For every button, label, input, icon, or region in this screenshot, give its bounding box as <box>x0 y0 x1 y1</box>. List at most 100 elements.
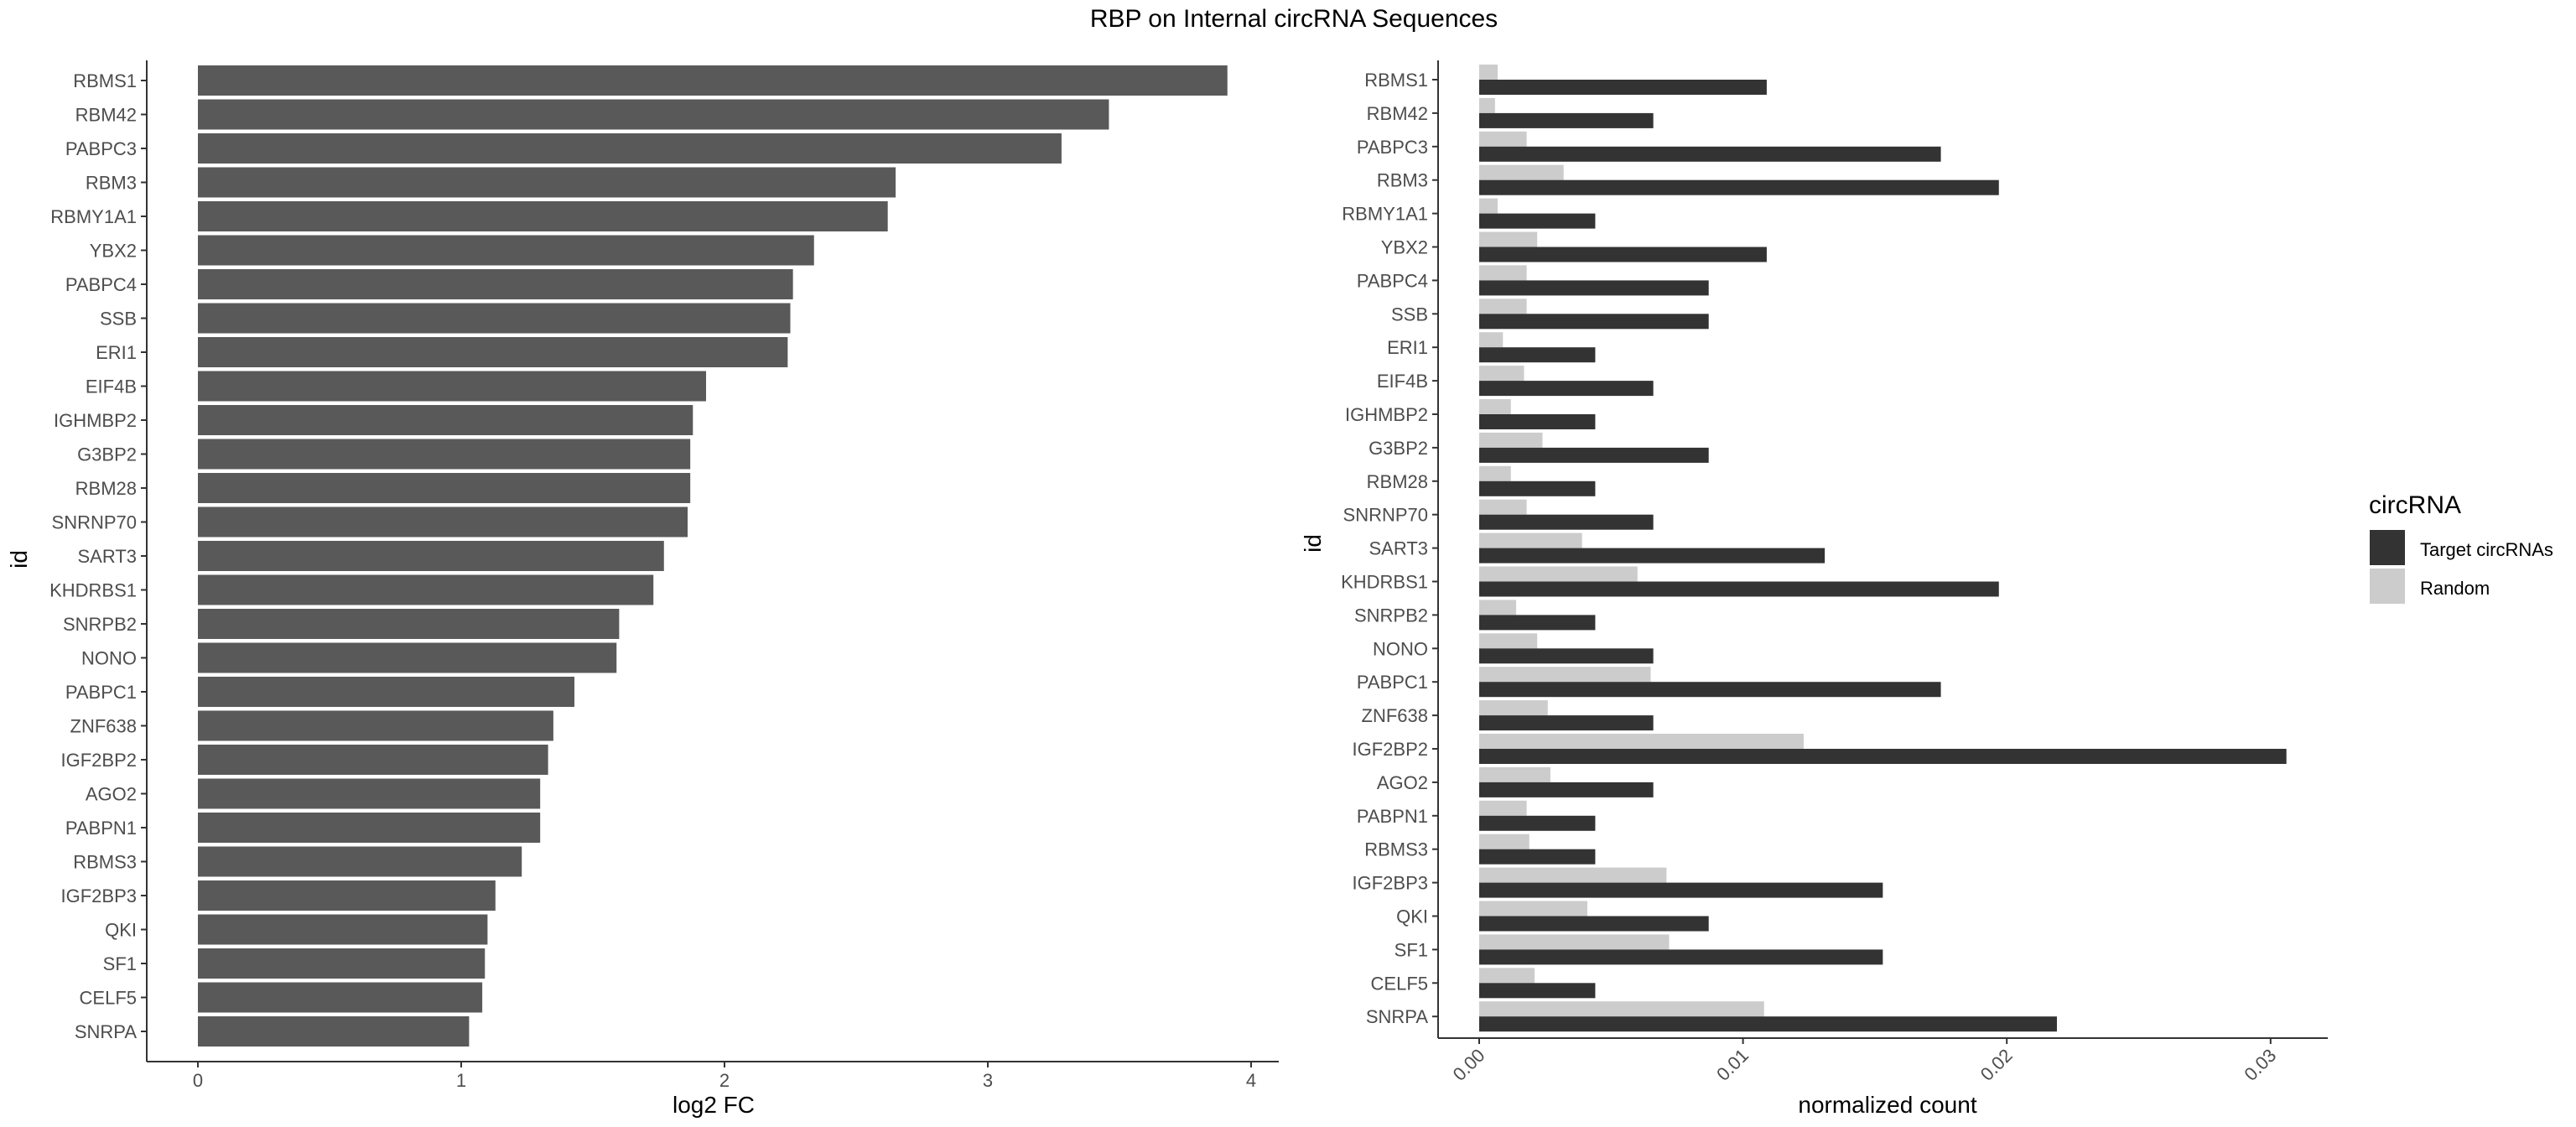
bar-target-ssb <box>1479 314 1709 330</box>
y-label-pabpc1: PABPC1 <box>65 682 137 703</box>
y-label-snrnp70: SNRNP70 <box>52 512 137 533</box>
bar-ybx2 <box>198 235 814 266</box>
bar-pabpn1 <box>198 813 541 843</box>
right-x-axis-title: normalized count <box>1798 1092 1976 1118</box>
bar-target-igf2bp3 <box>1479 882 1883 898</box>
bar-target-eif4b <box>1479 381 1654 397</box>
legend: circRNA Target circRNAs Random <box>2369 491 2553 604</box>
y-label-pabpc3: PABPC3 <box>65 138 137 159</box>
x-tick-label-2: 2 <box>719 1070 730 1091</box>
bar-random-ssb <box>1479 299 1527 314</box>
bar-random-sart3 <box>1479 532 1582 548</box>
y-label-snrpb2: SNRPB2 <box>1354 605 1428 626</box>
bar-target-rbm3 <box>1479 179 1999 195</box>
y-label-g3bp2: G3BP2 <box>77 444 137 465</box>
bar-target-rbm42 <box>1479 112 1654 128</box>
bar-target-khdrbs1 <box>1479 581 1999 597</box>
bar-random-rbmy1a1 <box>1479 198 1498 214</box>
y-label-rbmy1a1: RBMY1A1 <box>50 206 137 227</box>
y-label-igf2bp2: IGF2BP2 <box>1353 739 1428 760</box>
bar-random-igf2bp2 <box>1479 734 1804 749</box>
bar-ago2 <box>198 778 541 809</box>
y-label-rbm42: RBM42 <box>75 105 137 126</box>
bar-random-ighmbp2 <box>1479 399 1511 414</box>
bar-target-qki <box>1479 916 1709 932</box>
bar-random-snrpb2 <box>1479 600 1517 615</box>
bar-target-g3bp2 <box>1479 447 1709 463</box>
x-tick-label-4: 4 <box>1246 1070 1256 1091</box>
bar-rbms1 <box>198 65 1228 96</box>
bar-target-eri1 <box>1479 347 1596 363</box>
y-label-ighmbp2: IGHMBP2 <box>54 410 137 431</box>
bar-eri1 <box>198 337 788 367</box>
y-label-znf638: ZNF638 <box>1362 705 1428 726</box>
legend-key-target-circrnas <box>2370 530 2405 565</box>
y-label-snrpb2: SNRPB2 <box>63 614 137 635</box>
bar-rbm28 <box>198 473 691 503</box>
right-y-axis-title: id <box>1300 534 1326 553</box>
y-label-pabpn1: PABPN1 <box>65 818 137 839</box>
bar-target-ighmbp2 <box>1479 414 1596 429</box>
bar-random-qki <box>1479 901 1587 917</box>
y-label-sf1: SF1 <box>103 953 137 974</box>
bar-target-znf638 <box>1479 715 1654 731</box>
bar-target-igf2bp2 <box>1479 749 2287 764</box>
y-label-eri1: ERI1 <box>96 342 137 363</box>
legend-title: circRNA <box>2369 491 2461 519</box>
bar-random-pabpn1 <box>1479 800 1527 816</box>
bar-target-ybx2 <box>1479 247 1767 262</box>
bar-target-rbm28 <box>1479 480 1596 496</box>
y-label-rbms3: RBMS3 <box>1364 839 1428 860</box>
y-label-celf5: CELF5 <box>80 988 137 1009</box>
bar-target-sart3 <box>1479 548 1826 564</box>
y-label-celf5: CELF5 <box>1371 973 1428 994</box>
y-label-eif4b: EIF4B <box>1377 371 1428 392</box>
y-label-ago2: AGO2 <box>1377 772 1428 793</box>
bar-random-snrpa <box>1479 1001 1764 1017</box>
y-label-qki: QKI <box>105 920 137 941</box>
bar-rbm42 <box>198 99 1109 130</box>
bar-target-rbmy1a1 <box>1479 213 1596 229</box>
bar-snrnp70 <box>198 506 688 538</box>
bar-qki <box>198 914 488 945</box>
y-label-khdrbs1: KHDRBS1 <box>49 580 137 601</box>
y-label-igf2bp2: IGF2BP2 <box>61 750 137 771</box>
y-label-rbm28: RBM28 <box>75 478 137 499</box>
y-label-rbms1: RBMS1 <box>73 70 137 91</box>
bar-random-igf2bp3 <box>1479 867 1667 883</box>
bar-random-pabpc1 <box>1479 667 1651 683</box>
bar-random-rbm42 <box>1479 97 1495 113</box>
bar-ighmbp2 <box>198 405 693 435</box>
y-label-sart3: SART3 <box>1368 538 1428 559</box>
y-label-ybx2: YBX2 <box>1381 237 1428 258</box>
bar-target-pabpc4 <box>1479 280 1709 296</box>
y-label-qki: QKI <box>1396 906 1428 927</box>
y-label-rbms1: RBMS1 <box>1364 70 1428 91</box>
bar-g3bp2 <box>198 439 691 470</box>
bar-target-rbms1 <box>1479 80 1767 95</box>
bar-khdrbs1 <box>198 574 654 605</box>
bar-target-rbms3 <box>1479 849 1596 865</box>
bar-rbmy1a1 <box>198 201 888 231</box>
bar-random-rbms3 <box>1479 834 1530 849</box>
bar-random-celf5 <box>1479 968 1535 984</box>
bar-snrpb2 <box>198 609 620 639</box>
y-label-snrpa: SNRPA <box>1366 1006 1428 1027</box>
bar-target-pabpc3 <box>1479 146 1941 162</box>
bar-random-ybx2 <box>1479 231 1538 247</box>
legend-label-target-circrnas: Target circRNAs <box>2420 539 2553 560</box>
y-label-pabpn1: PABPN1 <box>1357 806 1428 827</box>
bar-random-khdrbs1 <box>1479 566 1638 582</box>
bar-rbm3 <box>198 167 896 198</box>
bar-random-rbm28 <box>1479 465 1511 481</box>
y-label-rbm28: RBM28 <box>1367 471 1428 492</box>
bar-znf638 <box>198 710 553 741</box>
bar-random-snrnp70 <box>1479 499 1527 515</box>
y-label-eri1: ERI1 <box>1387 337 1428 358</box>
y-label-ybx2: YBX2 <box>90 241 137 262</box>
y-label-eif4b: EIF4B <box>86 377 137 397</box>
y-label-snrnp70: SNRNP70 <box>1343 505 1428 526</box>
left-y-axis-title: id <box>6 550 32 569</box>
x-tick-label-0: 0 <box>193 1070 203 1091</box>
